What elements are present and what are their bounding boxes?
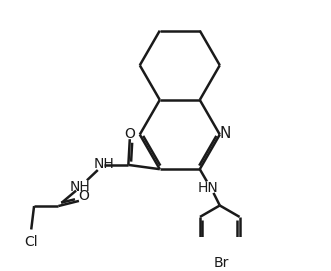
Text: NH: NH [93, 157, 114, 171]
Text: NH: NH [69, 180, 90, 194]
Text: Cl: Cl [24, 235, 38, 249]
Text: Br: Br [213, 256, 229, 270]
Text: HN: HN [198, 181, 219, 195]
Text: O: O [79, 189, 89, 203]
Text: N: N [219, 126, 231, 141]
Text: O: O [124, 127, 135, 141]
